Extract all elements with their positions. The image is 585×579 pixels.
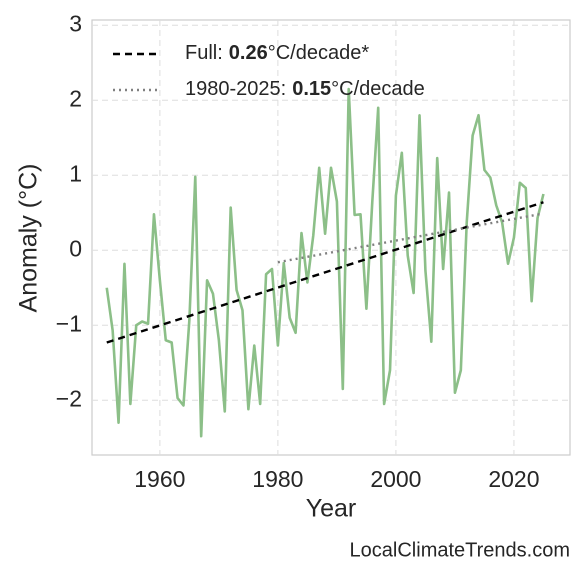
y-tick-label: −2 [56, 385, 82, 411]
legend-unit: °C/decade* [268, 42, 370, 64]
y-tick-label: 2 [69, 85, 82, 111]
data-line [105, 87, 545, 438]
x-tick-label: 2020 [488, 466, 539, 492]
x-tick-label: 1980 [252, 466, 303, 492]
legend-rate: 0.26 [229, 42, 268, 64]
x-tick-label: 2000 [370, 466, 421, 492]
legend-label: 1980-2025: 0.15°C/decade [185, 78, 425, 100]
x-tick-label: 1960 [134, 466, 185, 492]
y-axis-label: Anomaly (°C) [15, 164, 43, 313]
y-tick-label: 0 [69, 235, 82, 261]
y-tick-label: 3 [69, 10, 82, 36]
x-axis-label: Year [306, 495, 357, 523]
trend-line [106, 201, 544, 344]
plot-frame [91, 19, 571, 456]
legend-rate: 0.15 [292, 78, 331, 100]
watermark: LocalClimateTrends.com [350, 539, 570, 561]
legend-label: Full: 0.26°C/decade* [185, 42, 369, 64]
legend-unit: °C/decade [331, 78, 425, 100]
y-tick-label: −1 [56, 310, 82, 336]
y-tick-label: 1 [69, 160, 82, 186]
legend-prefix: 1980-2025: [185, 78, 286, 100]
legend-prefix: Full: [185, 42, 223, 64]
